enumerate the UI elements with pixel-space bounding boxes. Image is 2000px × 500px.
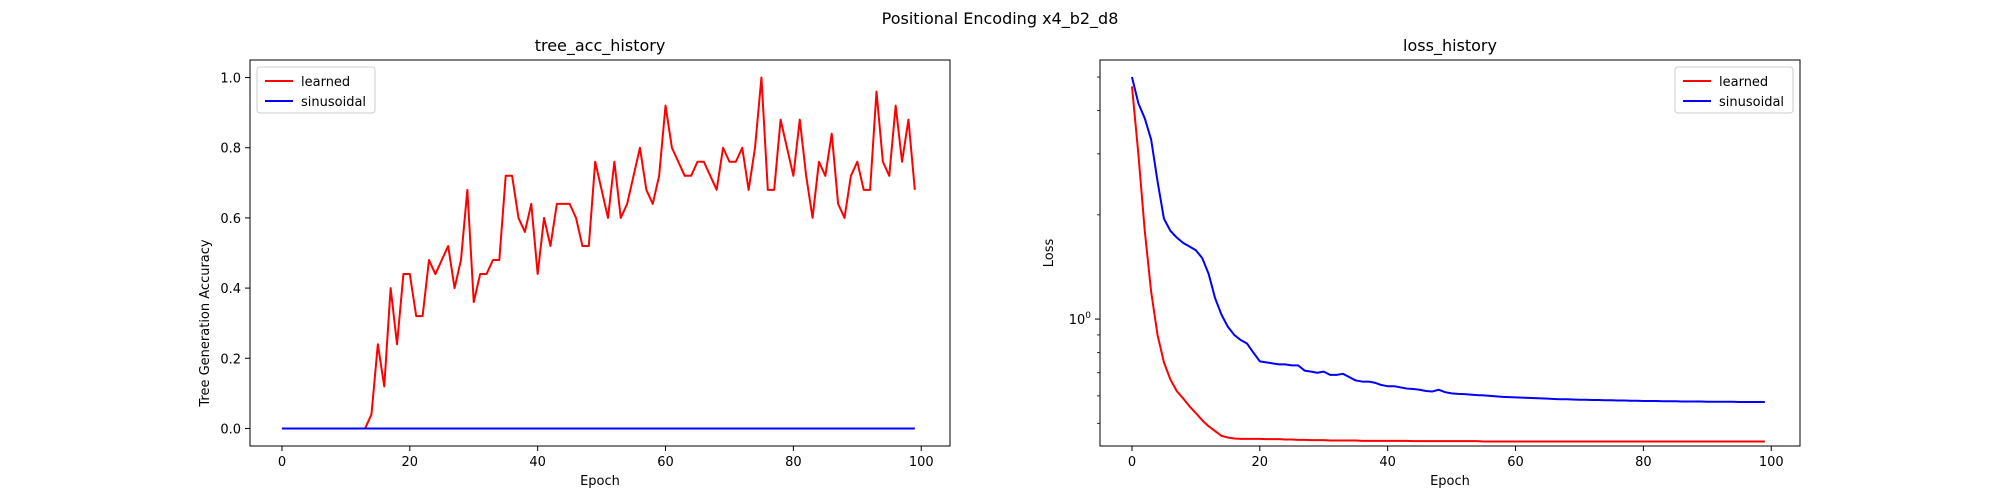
figure-suptitle: Positional Encoding x4_b2_d8 [882, 9, 1119, 29]
panel-title: loss_history [1403, 36, 1497, 56]
x-axis-label: Epoch [1430, 474, 1470, 489]
y-tick-label: 0.6 [220, 212, 241, 227]
series-line-sinusoidal [1130, 76, 1765, 404]
x-tick-label: 60 [1507, 455, 1524, 470]
plot-frame [249, 59, 951, 447]
series-group [1130, 76, 1765, 443]
panel-title: tree_acc_history [535, 36, 666, 56]
loss-panel: loss_history Epoch Loss 0 20 40 60 80 100100 … [1042, 36, 1801, 489]
legend-label: learned [301, 75, 350, 90]
y-tick-label: 0.8 [220, 142, 241, 157]
y-tick-label: 100 [1069, 311, 1092, 328]
x-tick-label: 20 [1252, 455, 1269, 470]
x-tick-label: 0 [1128, 455, 1136, 470]
y-tick-label: 1.0 [220, 72, 241, 87]
series-line-learned [281, 76, 916, 430]
legend-label: sinusoidal [301, 95, 366, 110]
tree-acc-panel: tree_acc_history Epoch Tree Generation A… [198, 36, 951, 489]
y-axis-label: Tree Generation Accuracy [198, 239, 213, 408]
legend-label: learned [1719, 75, 1768, 90]
legend: learned sinusoidal [1674, 66, 1794, 114]
legend-label: sinusoidal [1719, 95, 1784, 110]
tick-group: 0 20 40 60 80 100 100 [1069, 76, 1784, 470]
tick-group: 0 20 40 60 80 100 0.0 0.2 0.4 0.6 0.8 1.0 [220, 72, 933, 470]
x-tick-label: 80 [785, 455, 802, 470]
y-tick-label: 0.0 [220, 422, 241, 437]
series-line-learned [1130, 86, 1765, 443]
x-tick-label: 40 [1379, 455, 1396, 470]
series-group [281, 76, 916, 430]
x-tick-label: 100 [1759, 455, 1784, 470]
y-tick-label: 0.4 [220, 282, 241, 297]
x-tick-label: 100 [909, 455, 934, 470]
y-axis-label: Loss [1042, 239, 1057, 268]
y-tick-label: 0.2 [220, 352, 241, 367]
legend: learned sinusoidal [256, 66, 376, 114]
x-tick-label: 60 [657, 455, 674, 470]
x-tick-label: 0 [278, 455, 286, 470]
x-tick-label: 20 [402, 455, 419, 470]
plot-frame [1099, 59, 1801, 447]
x-axis-label: Epoch [580, 474, 620, 489]
x-tick-label: 80 [1635, 455, 1652, 470]
x-tick-label: 40 [529, 455, 546, 470]
